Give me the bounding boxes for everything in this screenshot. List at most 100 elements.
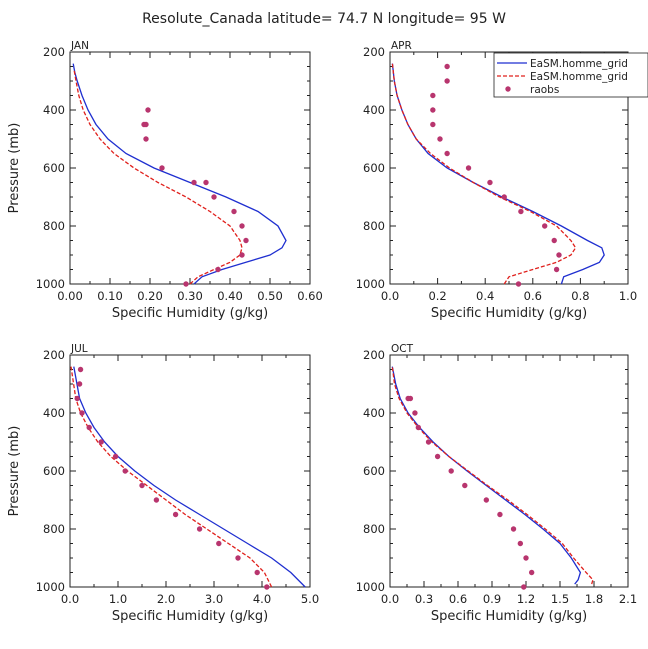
- raobs-point: [444, 150, 450, 157]
- raobs-point: [556, 252, 562, 258]
- raobs-point: [434, 453, 441, 460]
- raobs-point: [243, 237, 249, 244]
- raobs-point: [465, 165, 472, 171]
- raobs-point: [98, 439, 104, 445]
- raobs-point: [515, 281, 522, 287]
- raobs-point: [487, 179, 493, 186]
- raobs-point: [254, 569, 260, 576]
- y-tick-label: 800: [43, 219, 65, 233]
- model-line-dashed: [391, 366, 594, 585]
- raobs-point: [430, 107, 436, 113]
- raobs-point: [159, 165, 165, 171]
- y-tick-label: 1000: [36, 580, 65, 594]
- raobs-point: [553, 266, 560, 273]
- legend-box: [493, 52, 648, 98]
- raobs-point: [430, 121, 436, 128]
- raobs-point: [235, 555, 241, 561]
- y-tick-label: 400: [43, 406, 65, 420]
- raobs-point: [528, 569, 535, 576]
- model-line-solid: [391, 366, 582, 585]
- raobs-point: [76, 381, 83, 387]
- y-tick-label: 600: [43, 464, 65, 478]
- x-tick-label: 1.0: [619, 289, 637, 303]
- plot-frame: [389, 354, 629, 588]
- raobs-point: [77, 366, 84, 373]
- y-tick-label: 800: [43, 522, 65, 536]
- y-tick-label: 200: [363, 45, 385, 59]
- raobs-point: [437, 136, 443, 142]
- raobs-point: [211, 194, 217, 200]
- raobs-point: [145, 107, 151, 113]
- x-axis-label: Specific Humidity (g/kg): [112, 306, 268, 321]
- y-tick-label: 200: [43, 45, 65, 59]
- raobs-point: [191, 179, 197, 186]
- raobs-point: [172, 511, 179, 518]
- model-line-dashed: [73, 69, 243, 285]
- y-tick-label: 400: [43, 103, 65, 117]
- y-tick-label: 1000: [36, 277, 65, 291]
- x-tick-label: 1.0: [109, 592, 127, 606]
- legend-marker-raobs: [505, 86, 511, 92]
- x-tick-label: 4.0: [253, 592, 271, 606]
- legend-label: raobs: [530, 84, 559, 96]
- x-tick-label: 0.60: [297, 289, 323, 303]
- x-tick-label: 0.0: [61, 592, 79, 606]
- legend-label: EaSM.homme_grid: [530, 71, 628, 83]
- raobs-point: [264, 584, 270, 590]
- raobs-point: [501, 194, 507, 200]
- panel-label: JAN: [70, 40, 89, 52]
- x-tick-label: 0.00: [57, 289, 83, 303]
- x-tick-label: 1.5: [551, 592, 569, 606]
- raobs-point: [462, 482, 468, 489]
- raobs-point: [139, 482, 145, 489]
- raobs-point: [143, 121, 149, 128]
- raobs-point: [143, 136, 149, 142]
- model-line-solid: [72, 63, 287, 285]
- y-axis-label: Pressure (mb): [7, 123, 22, 214]
- x-tick-label: 0.30: [177, 289, 203, 303]
- y-tick-label: 1000: [356, 277, 385, 291]
- raobs-point: [203, 179, 209, 186]
- raobs-point: [122, 468, 128, 474]
- raobs-point: [112, 453, 119, 460]
- raobs-point: [521, 584, 527, 590]
- x-axis-label: Specific Humidity (g/kg): [431, 306, 587, 321]
- raobs-point: [405, 395, 411, 402]
- x-tick-label: 5.0: [301, 592, 319, 606]
- y-tick-label: 1000: [356, 580, 385, 594]
- raobs-point: [183, 281, 189, 287]
- panel-label: OCT: [391, 343, 414, 355]
- raobs-point: [215, 266, 221, 273]
- y-tick-label: 400: [363, 103, 385, 117]
- raobs-point: [79, 410, 85, 416]
- y-tick-label: 800: [363, 522, 385, 536]
- x-tick-label: 0.9: [483, 592, 501, 606]
- raobs-point: [551, 237, 557, 244]
- plot-frame: [69, 51, 311, 285]
- x-tick-label: 3.0: [205, 592, 223, 606]
- raobs-point: [517, 540, 524, 547]
- y-tick-label: 600: [363, 464, 385, 478]
- raobs-point: [542, 223, 548, 229]
- y-tick-label: 600: [363, 161, 385, 175]
- x-tick-label: 0.20: [137, 289, 163, 303]
- raobs-point: [425, 439, 432, 445]
- raobs-point: [523, 555, 529, 561]
- x-tick-label: 0.0: [381, 592, 399, 606]
- raobs-point: [239, 252, 245, 258]
- raobs-point: [444, 78, 450, 84]
- raobs-point: [196, 526, 203, 532]
- model-line-solid: [73, 366, 306, 588]
- raobs-point: [497, 511, 503, 518]
- y-tick-label: 200: [363, 348, 385, 362]
- x-tick-label: 0.3: [415, 592, 433, 606]
- model-line-dashed: [391, 63, 577, 285]
- raobs-point: [231, 208, 237, 215]
- y-tick-label: 200: [43, 348, 65, 362]
- y-tick-label: 600: [43, 161, 65, 175]
- x-axis-label: Specific Humidity (g/kg): [112, 609, 268, 624]
- x-tick-label: 0.6: [449, 592, 467, 606]
